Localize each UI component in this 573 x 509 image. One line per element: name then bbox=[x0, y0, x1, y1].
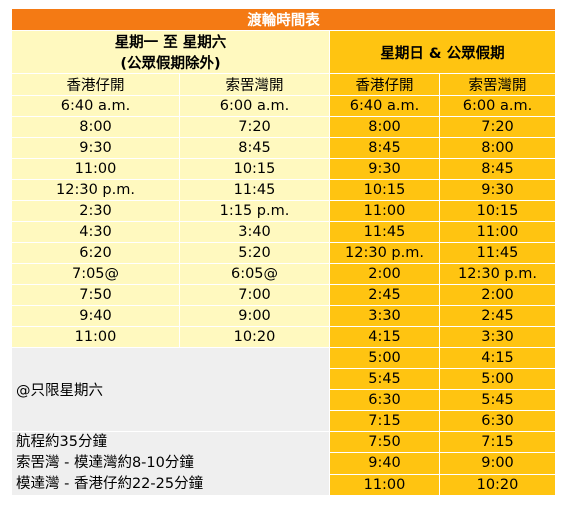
holiday-sokkwuwan-time: 9:00 bbox=[439, 452, 556, 475]
weekday-aberdeen-time: 7:50 bbox=[11, 284, 180, 306]
timetable-row: 12:30 p.m. 11:45 10:15 9:30 bbox=[11, 179, 556, 201]
timetable-row: 11:00 10:15 9:30 8:45 bbox=[11, 158, 556, 180]
note-text: 索罟灣 - 模達灣約8-10分鐘 bbox=[16, 455, 194, 471]
holiday-aberdeen-time: 11:00 bbox=[329, 473, 440, 497]
weekday-sokkwuwan-time: 8:45 bbox=[179, 137, 330, 159]
timetable-row: 11:00 10:20 4:15 3:30 bbox=[11, 326, 556, 348]
holiday-sokkwuwan-time: 10:15 bbox=[439, 200, 556, 222]
timetable-row: 航程約35分鐘索罟灣 - 模達灣約8-10分鐘 模達灣 - 香港仔約22-25分鐘… bbox=[11, 430, 556, 496]
note-text: 航程約35分鐘 bbox=[16, 434, 107, 450]
weekday-sokkwuwan-time: 11:45 bbox=[179, 179, 330, 201]
weekday-aberdeen-time: 9:40 bbox=[11, 305, 180, 327]
holiday-aberdeen-time: 2:00 bbox=[329, 263, 440, 285]
holiday-sokkwuwan-time: 12:30 p.m. bbox=[439, 263, 556, 285]
holiday-aberdeen-time: 11:00 bbox=[329, 200, 440, 222]
weekday-aberdeen-time: 12:30 p.m. bbox=[11, 179, 180, 201]
weekday-sokkwuwan-time: 9:00 bbox=[179, 305, 330, 327]
weekday-sokkwuwan-time: 6:05@ bbox=[179, 263, 330, 285]
weekday-sokkwuwan-time: 6:00 a.m. bbox=[179, 95, 330, 117]
weekday-aberdeen-time: 6:20 bbox=[11, 242, 180, 264]
holiday-header: 星期日 & 公眾假期 bbox=[329, 30, 556, 74]
holiday-aberdeen-time: 9:30 bbox=[329, 158, 440, 180]
weekday-aberdeen-time: 11:00 bbox=[11, 326, 180, 348]
weekday-header: 星期一 至 星期六 (公眾假期除外) bbox=[11, 30, 330, 74]
holiday-sokkwuwan-time: 6:30 bbox=[439, 410, 556, 432]
holiday-aberdeen-time: 5:00 bbox=[329, 347, 440, 369]
note-text: @只限星期六 bbox=[16, 383, 103, 399]
timetable-row: 5:45 5:00 bbox=[12, 368, 556, 390]
timetable-row: 7:15 6:30 bbox=[12, 410, 556, 432]
holiday-aberdeen-time: 6:30 bbox=[329, 389, 440, 411]
holiday-sokkwuwan-time: 7:20 bbox=[439, 116, 556, 138]
weekday-sokkwuwan-time: 5:20 bbox=[179, 242, 330, 264]
weekday-aberdeen-time: 6:40 a.m. bbox=[11, 95, 180, 117]
holiday-aberdeen-time: 8:45 bbox=[329, 137, 440, 159]
holiday-aberdeen-time: 5:45 bbox=[329, 368, 440, 390]
weekday-aberdeen-time: 2:30 bbox=[11, 200, 180, 222]
note-text: 模達灣 - 香港仔約22-25分鐘 bbox=[16, 476, 204, 492]
holiday-aberdeen-time: 4:15 bbox=[329, 326, 440, 348]
holiday-sokkwuwan-time: 5:45 bbox=[439, 389, 556, 411]
timetable-row: 6:20 5:20 12:30 p.m. 11:45 bbox=[11, 242, 556, 264]
weekday-sokkwuwan-time: 7:20 bbox=[179, 116, 330, 138]
holiday-aberdeen-time: 11:45 bbox=[329, 221, 440, 243]
weekday-aberdeen-time: 11:00 bbox=[11, 158, 180, 180]
holiday-aberdeen-time: 10:15 bbox=[329, 179, 440, 201]
weekday-aberdeen-time: 7:05@ bbox=[11, 263, 180, 285]
weekday-sokkwuwan-time: 10:15 bbox=[179, 158, 330, 180]
weekday-col-sokkwuwan: 索罟灣開 bbox=[179, 73, 330, 96]
weekday-sokkwuwan-time: 1:15 p.m. bbox=[179, 200, 330, 222]
holiday-aberdeen-time: 6:40 a.m. bbox=[329, 95, 440, 117]
timetable-row: 8:00 7:20 8:00 7:20 bbox=[11, 116, 556, 138]
timetable-row: 6:40 a.m. 6:00 a.m. 6:40 a.m. 6:00 a.m. bbox=[11, 95, 556, 117]
ferry-timetable: 渡輪時間表 星期一 至 星期六 (公眾假期除外) 星期日 & 公眾假期 香港仔開… bbox=[11, 8, 556, 497]
note-journey-times: 航程約35分鐘索罟灣 - 模達灣約8-10分鐘 模達灣 - 香港仔約22-25分鐘 bbox=[11, 431, 330, 496]
weekday-sokkwuwan-time: 10:20 bbox=[179, 326, 330, 348]
timetable-row: 7:05@ 6:05@ 2:00 12:30 p.m. bbox=[11, 263, 556, 285]
holiday-sokkwuwan-time: 6:00 a.m. bbox=[439, 95, 556, 117]
timetable-row: 9:30 8:45 8:45 8:00 bbox=[11, 137, 556, 159]
holiday-aberdeen-time: 8:00 bbox=[329, 116, 440, 138]
weekday-aberdeen-time: 4:30 bbox=[11, 221, 180, 243]
timetable-row: 4:30 3:40 11:45 11:00 bbox=[11, 221, 556, 243]
holiday-aberdeen-time: 7:15 bbox=[329, 410, 440, 432]
holiday-sokkwuwan-time: 7:15 bbox=[439, 430, 556, 454]
weekday-sokkwuwan-time: 3:40 bbox=[179, 221, 330, 243]
timetable-row: 11:00 10:20 bbox=[12, 473, 556, 497]
holiday-aberdeen-time: 12:30 p.m. bbox=[329, 242, 440, 264]
timetable-row: @只限星期六 5:00 4:15 bbox=[11, 347, 556, 432]
holiday-sokkwuwan-time: 9:30 bbox=[439, 179, 556, 201]
weekday-sokkwuwan-time: 7:00 bbox=[179, 284, 330, 306]
weekday-col-aberdeen: 香港仔開 bbox=[11, 73, 180, 96]
holiday-sokkwuwan-time: 2:00 bbox=[439, 284, 556, 306]
holiday-sokkwuwan-time: 8:00 bbox=[439, 137, 556, 159]
holiday-col-sokkwuwan: 索罟灣開 bbox=[439, 73, 556, 96]
holiday-sokkwuwan-time: 4:15 bbox=[439, 347, 556, 369]
weekday-aberdeen-time: 9:30 bbox=[11, 137, 180, 159]
weekday-aberdeen-time: 8:00 bbox=[11, 116, 180, 138]
holiday-aberdeen-time: 3:30 bbox=[329, 305, 440, 327]
holiday-aberdeen-time: 2:45 bbox=[329, 284, 440, 306]
holiday-aberdeen-time: 7:50 bbox=[329, 430, 440, 454]
holiday-sokkwuwan-time: 10:20 bbox=[439, 473, 556, 497]
holiday-col-aberdeen: 香港仔開 bbox=[329, 73, 440, 96]
note-saturday-only: @只限星期六 bbox=[11, 347, 330, 432]
timetable-row: 9:40 9:00 3:30 2:45 bbox=[11, 305, 556, 327]
holiday-sokkwuwan-time: 3:30 bbox=[439, 326, 556, 348]
holiday-sokkwuwan-time: 8:45 bbox=[439, 158, 556, 180]
timetable-row: 7:50 7:00 2:45 2:00 bbox=[11, 284, 556, 306]
timetable-title: 渡輪時間表 bbox=[11, 8, 556, 31]
holiday-sokkwuwan-time: 11:00 bbox=[439, 221, 556, 243]
weekday-header-line2: (公眾假期除外) bbox=[120, 56, 221, 72]
holiday-sokkwuwan-time: 11:45 bbox=[439, 242, 556, 264]
timetable-row: 2:30 1:15 p.m. 11:00 10:15 bbox=[11, 200, 556, 222]
holiday-aberdeen-time: 9:40 bbox=[329, 452, 440, 475]
timetable-row: 6:30 5:45 bbox=[12, 389, 556, 411]
holiday-sokkwuwan-time: 5:00 bbox=[439, 368, 556, 390]
holiday-sokkwuwan-time: 2:45 bbox=[439, 305, 556, 327]
weekday-header-line1: 星期一 至 星期六 bbox=[114, 35, 227, 51]
